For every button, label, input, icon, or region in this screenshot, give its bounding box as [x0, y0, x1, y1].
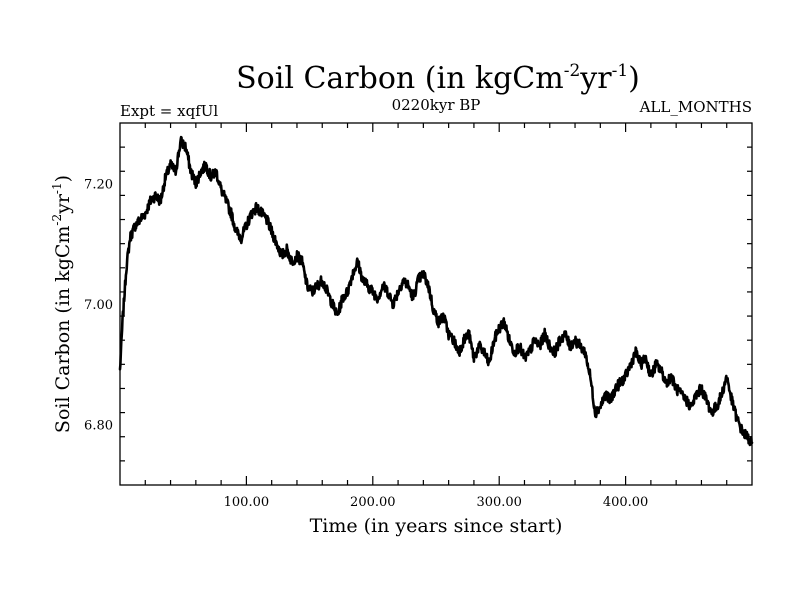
- subtitle-experiment: Expt = xqfUl: [120, 102, 218, 120]
- chart-title: Soil Carbon (in kgCm-2yr-1): [236, 61, 640, 96]
- subtitle-months: ALL_MONTHS: [639, 98, 752, 116]
- x-tick-label: 300.00: [476, 495, 522, 510]
- x-axis-label: Time (in years since start): [310, 515, 563, 537]
- x-tick-label: 100.00: [224, 495, 270, 510]
- plot-frame: [119, 122, 753, 486]
- axis-tick-labels: 100.00 200.00 300.00 400.00 6.80 7.00 7.20: [84, 177, 648, 510]
- x-tick-label: 400.00: [603, 495, 649, 510]
- x-tick-label: 200.00: [350, 495, 396, 510]
- y-tick-label: 7.00: [84, 298, 113, 313]
- y-axis-label: Soil Carbon (in kgCm-2yr-1): [50, 175, 74, 433]
- y-tick-label: 6.80: [84, 419, 113, 434]
- axis-ticks: [120, 123, 752, 485]
- y-tick-label: 7.20: [84, 177, 113, 192]
- subtitle-period: 0220kyr BP: [392, 96, 481, 114]
- series-line: [118, 135, 754, 447]
